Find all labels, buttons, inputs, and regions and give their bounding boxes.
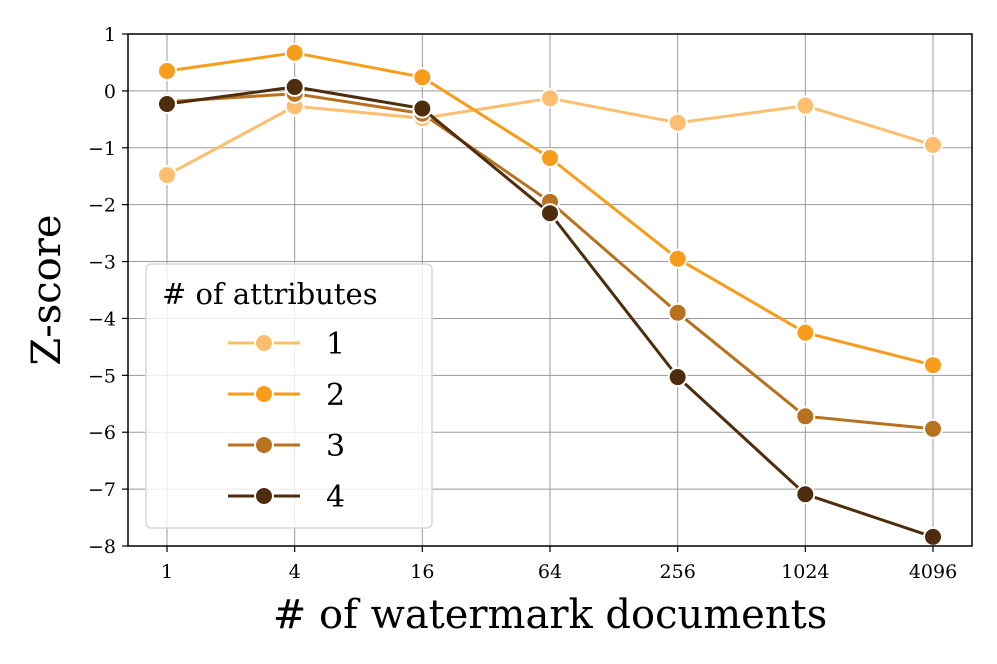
- legend-label: 2: [326, 378, 345, 413]
- legend-label: 1: [326, 327, 345, 362]
- data-point: [923, 418, 943, 439]
- y-axis-ticks: 1 0 −1 −2 −3 −4 −5 −6 −7 −8: [88, 24, 128, 558]
- series-2: [157, 42, 943, 376]
- legend-label: 4: [326, 480, 345, 515]
- data-point: [795, 406, 816, 427]
- x-tick-label: 64: [538, 561, 562, 583]
- legend-label: 3: [326, 429, 345, 464]
- legend-items: 1 2 3 4: [228, 327, 345, 515]
- y-tick-label: −4: [88, 308, 116, 330]
- data-point: [795, 322, 816, 343]
- data-point: [795, 95, 816, 116]
- data-point: [667, 248, 688, 269]
- y-tick-label: −7: [88, 479, 116, 501]
- data-point: [540, 148, 560, 169]
- data-point: [412, 98, 433, 119]
- legend-item-1: 1: [228, 327, 345, 362]
- x-tick-label: 256: [660, 561, 696, 583]
- data-point: [667, 112, 688, 133]
- legend-item-4: 4: [228, 480, 345, 515]
- legend-marker: [254, 384, 274, 404]
- legend-marker: [254, 333, 274, 353]
- data-point: [540, 88, 560, 109]
- y-tick-label: −3: [88, 252, 116, 274]
- legend-marker: [254, 486, 274, 506]
- x-axis-title: # of watermark documents: [273, 592, 827, 638]
- legend-marker: [254, 435, 274, 455]
- data-point: [923, 134, 943, 155]
- legend-box: [145, 263, 433, 529]
- data-point: [923, 526, 943, 547]
- data-point: [284, 42, 305, 63]
- data-point: [923, 355, 943, 376]
- x-axis-ticks: 1 4 16 64 256 1024 4096: [161, 546, 957, 583]
- series-layer: [157, 42, 943, 547]
- y-axis-title: Z-score: [24, 214, 70, 365]
- legend-item-3: 3: [228, 429, 345, 464]
- data-point: [157, 60, 177, 81]
- data-point: [540, 203, 560, 224]
- data-point: [412, 67, 433, 88]
- y-tick-label: −2: [88, 195, 116, 217]
- x-tick-label: 4096: [909, 561, 957, 583]
- legend-item-2: 2: [228, 378, 345, 413]
- legend: # of attributes 1 2 3 4: [145, 263, 433, 529]
- data-point: [157, 93, 177, 114]
- y-tick-label: −8: [88, 536, 116, 558]
- legend-title: # of attributes: [162, 277, 378, 311]
- y-tick-label: 0: [104, 81, 116, 103]
- y-tick-label: −1: [88, 138, 116, 160]
- data-point: [667, 367, 688, 388]
- y-tick-label: 1: [104, 24, 116, 46]
- series-4: [157, 76, 943, 547]
- data-point: [667, 302, 688, 323]
- data-point: [157, 165, 177, 186]
- y-tick-label: −5: [88, 365, 116, 387]
- x-tick-label: 1024: [781, 561, 829, 583]
- data-point: [795, 484, 816, 505]
- x-tick-label: 4: [289, 561, 301, 583]
- y-tick-label: −6: [88, 422, 116, 444]
- x-tick-label: 1: [161, 561, 173, 583]
- data-point: [284, 76, 305, 97]
- x-tick-label: 16: [410, 561, 434, 583]
